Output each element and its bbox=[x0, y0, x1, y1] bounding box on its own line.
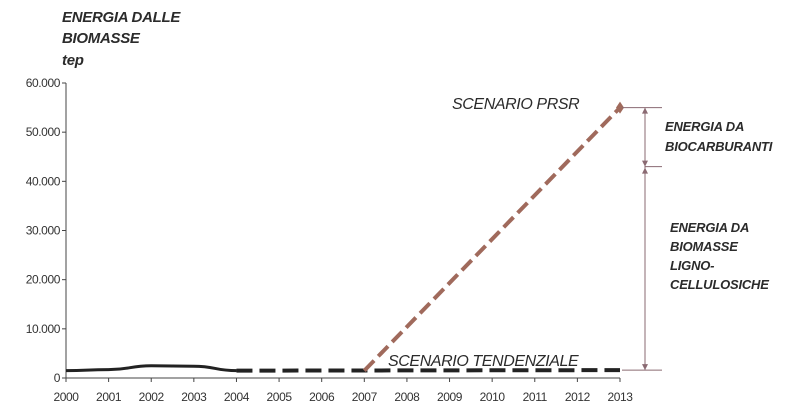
x-tick-label: 2008 bbox=[394, 390, 420, 404]
x-tick-label: 2013 bbox=[607, 390, 633, 404]
x-tick-label: 2005 bbox=[267, 390, 293, 404]
label-scenario-prsr: SCENARIO PRSR bbox=[452, 96, 580, 113]
tick-labels: 0 10.000 20.000 30.000 40.000 50.000 60.000 200… bbox=[26, 76, 634, 404]
x-tick-label: 2012 bbox=[565, 390, 591, 404]
arrow-up-icon bbox=[642, 107, 648, 114]
y-tick-label: 50.000 bbox=[26, 125, 61, 139]
y-tick-label: 60.000 bbox=[26, 76, 61, 90]
y-tick-label: 30.000 bbox=[26, 224, 61, 238]
series-end-marker bbox=[616, 101, 624, 114]
label-ligno-cellulosiche: LIGNO- bbox=[670, 258, 714, 273]
x-tick-label: 2011 bbox=[523, 390, 548, 404]
label-biocarburanti: ENERGIA DA bbox=[665, 119, 744, 134]
y-tick-label: 40.000 bbox=[26, 174, 61, 188]
y-tick-label: 0 bbox=[54, 371, 61, 385]
y-tick-label: 20.000 bbox=[26, 273, 61, 287]
label-ligno-cellulosiche: BIOMASSE bbox=[670, 239, 738, 254]
x-tick-label: 2010 bbox=[480, 390, 506, 404]
arrow-down-icon bbox=[642, 364, 648, 371]
x-tick-label: 2003 bbox=[181, 390, 207, 404]
y-axis-label: tep bbox=[62, 52, 84, 69]
label-ligno-cellulosiche: CELLULOSICHE bbox=[670, 277, 769, 292]
y-tick-label: 10.000 bbox=[26, 322, 61, 336]
x-tick-label: 2006 bbox=[309, 390, 335, 404]
label-ligno-cellulosiche: ENERGIA DA bbox=[670, 220, 749, 235]
x-tick-label: 2000 bbox=[53, 390, 79, 404]
x-tick-label: 2002 bbox=[139, 390, 165, 404]
chart-title: ENERGIA DALLE BIOMASSE tep bbox=[62, 9, 182, 69]
label-scenario-tendenziale: SCENARIO TENDENZIALE bbox=[388, 353, 579, 370]
annotations: SCENARIO PRSR SCENARIO TENDENZIALE ENERGIA… bbox=[388, 96, 773, 371]
arrow-down-icon bbox=[642, 160, 648, 167]
series-lines bbox=[65, 101, 624, 373]
x-tick-label: 2007 bbox=[352, 390, 378, 404]
chart-title-line-1: ENERGIA DALLE bbox=[62, 9, 181, 26]
x-tick-label: 2009 bbox=[437, 390, 463, 404]
chart-title-line-2: BIOMASSE bbox=[62, 30, 141, 47]
series-line bbox=[65, 364, 237, 373]
series-line bbox=[362, 106, 622, 373]
x-tick-label: 2004 bbox=[224, 390, 250, 404]
x-tick-label: 2001 bbox=[96, 390, 122, 404]
arrow-up-icon bbox=[642, 167, 648, 174]
label-biocarburanti: BIOCARBURANTI bbox=[665, 139, 773, 154]
axes bbox=[62, 82, 621, 382]
